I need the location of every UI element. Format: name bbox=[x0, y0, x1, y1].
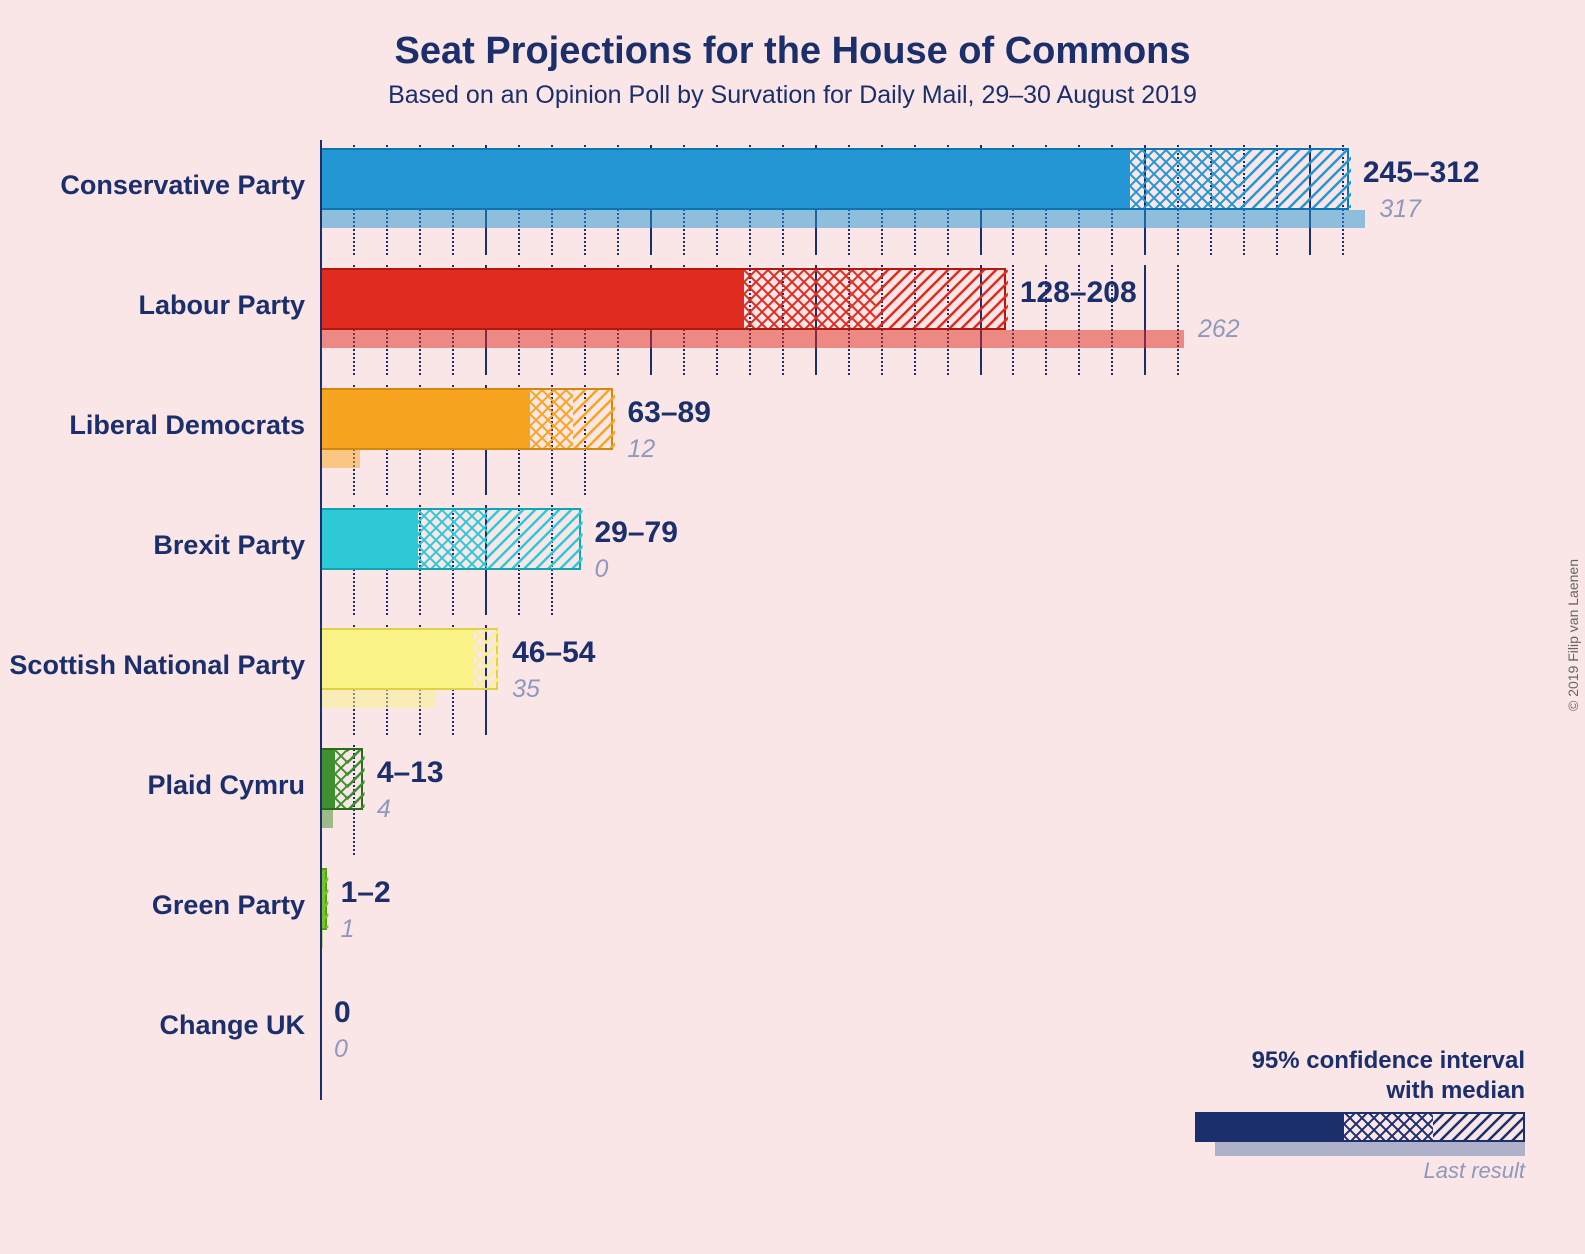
legend-ci-label: 95% confidence interval with median bbox=[1165, 1046, 1525, 1106]
projection-bar bbox=[320, 268, 1006, 330]
prev-label: 0 bbox=[334, 1035, 348, 1064]
prev-label: 4 bbox=[377, 795, 391, 824]
grid-minor bbox=[1012, 265, 1014, 375]
party-row: Scottish National Party 46–54 35 bbox=[0, 620, 1585, 740]
prev-label: 12 bbox=[627, 435, 655, 464]
range-label: 0 bbox=[334, 996, 351, 1030]
chart-title: Seat Projections for the House of Common… bbox=[0, 0, 1585, 73]
range-label: 1–2 bbox=[341, 876, 391, 910]
party-row: Labour Party 128–208 262 bbox=[0, 260, 1585, 380]
bar-solid bbox=[322, 270, 744, 328]
legend-border bbox=[1195, 1112, 1525, 1142]
previous-result-bar bbox=[320, 210, 1365, 228]
bar-solid bbox=[322, 150, 1130, 208]
bar-diaghatch bbox=[348, 750, 364, 808]
prev-label: 1 bbox=[341, 915, 355, 944]
bar-solid bbox=[322, 390, 530, 448]
party-label: Liberal Democrats bbox=[0, 410, 305, 441]
projection-bar bbox=[320, 628, 498, 690]
legend-last-result-label: Last result bbox=[1165, 1158, 1525, 1184]
y-axis bbox=[320, 140, 322, 1100]
bar-diaghatch bbox=[325, 870, 328, 928]
party-label: Brexit Party bbox=[0, 530, 305, 561]
projection-bar bbox=[320, 508, 581, 570]
range-label: 63–89 bbox=[627, 396, 710, 430]
legend: 95% confidence interval with median Last… bbox=[1165, 1046, 1525, 1184]
legend-bar bbox=[1195, 1112, 1525, 1142]
bar-solid bbox=[322, 750, 335, 808]
party-label: Green Party bbox=[0, 890, 305, 921]
range-label: 29–79 bbox=[595, 516, 678, 550]
bar-crosshatch bbox=[744, 270, 876, 328]
projection-bar bbox=[320, 748, 363, 810]
party-label: Labour Party bbox=[0, 290, 305, 321]
grid-major bbox=[1144, 265, 1146, 375]
prev-label: 35 bbox=[512, 675, 540, 704]
party-row: Green Party 1–2 1 bbox=[0, 860, 1585, 980]
bar-diaghatch bbox=[1239, 150, 1351, 208]
prev-label: 262 bbox=[1198, 315, 1240, 344]
chart-area: Conservative Party 245–312 317 Labour Part… bbox=[0, 140, 1585, 1200]
party-row: Plaid Cymru 4–13 4 bbox=[0, 740, 1585, 860]
previous-result-bar bbox=[320, 330, 1184, 348]
bar-diaghatch bbox=[487, 630, 500, 688]
bar-crosshatch bbox=[1130, 150, 1239, 208]
previous-result-bar bbox=[320, 690, 435, 708]
bar-solid bbox=[322, 510, 418, 568]
range-label: 4–13 bbox=[377, 756, 444, 790]
party-row: Conservative Party 245–312 317 bbox=[0, 140, 1585, 260]
grid-minor bbox=[1177, 265, 1179, 375]
party-row: Brexit Party 29–79 0 bbox=[0, 500, 1585, 620]
bar-crosshatch bbox=[335, 750, 348, 808]
bar-diaghatch bbox=[487, 510, 583, 568]
previous-result-bar bbox=[320, 450, 360, 468]
range-label: 46–54 bbox=[512, 636, 595, 670]
bar-crosshatch bbox=[474, 630, 487, 688]
prev-label: 317 bbox=[1379, 195, 1421, 224]
bar-solid bbox=[322, 630, 474, 688]
bar-crosshatch bbox=[418, 510, 487, 568]
party-label: Conservative Party bbox=[0, 170, 305, 201]
bar-crosshatch bbox=[530, 390, 573, 448]
range-label: 128–208 bbox=[1020, 276, 1137, 310]
prev-label: 0 bbox=[595, 555, 609, 584]
party-label: Plaid Cymru bbox=[0, 770, 305, 801]
projection-bar bbox=[320, 388, 613, 450]
legend-line2: with median bbox=[1386, 1077, 1525, 1104]
party-label: Scottish National Party bbox=[0, 650, 305, 681]
party-label: Change UK bbox=[0, 1010, 305, 1041]
chart-subtitle: Based on an Opinion Poll by Survation fo… bbox=[0, 81, 1585, 110]
legend-line1: 95% confidence interval bbox=[1252, 1047, 1525, 1074]
bar-diaghatch bbox=[876, 270, 1008, 328]
bar-diaghatch bbox=[573, 390, 616, 448]
range-label: 245–312 bbox=[1363, 156, 1480, 190]
projection-bar bbox=[320, 148, 1349, 210]
party-row: Liberal Democrats 63–89 12 bbox=[0, 380, 1585, 500]
legend-prev-bar bbox=[1215, 1142, 1525, 1156]
